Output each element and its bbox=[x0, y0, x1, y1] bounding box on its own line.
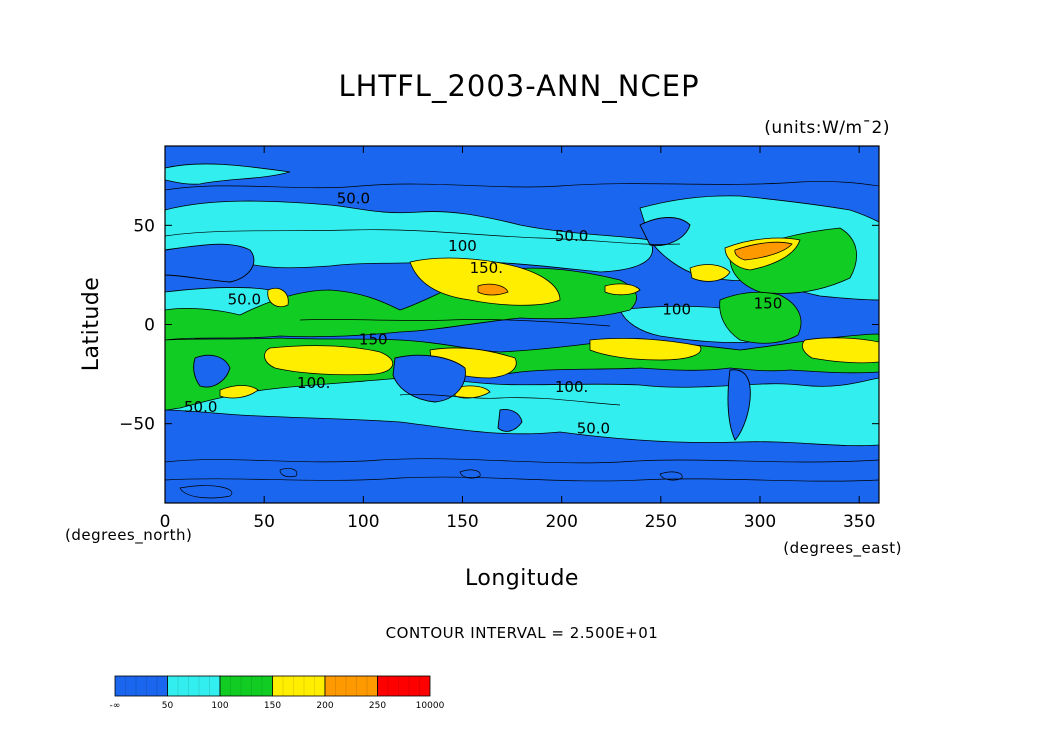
contour-label: 50.0 bbox=[337, 190, 370, 208]
colorbar-label: 10000 bbox=[416, 701, 445, 711]
y-axis-label: Latitude bbox=[79, 277, 104, 372]
colorbar-swatch bbox=[219, 675, 273, 697]
colorbar-swatch bbox=[324, 675, 378, 697]
colorbar-swatch bbox=[377, 675, 431, 697]
contour-label: 100 bbox=[448, 237, 477, 255]
contour-label: 150. bbox=[470, 259, 503, 277]
colorbar-label: 250 bbox=[369, 701, 386, 711]
contour-labels: 50.0 50.0 100 150. 50.0 100 150 150 100. 50.0 100.… bbox=[184, 190, 782, 438]
contour-label: 50.0 bbox=[577, 420, 610, 438]
contour-label: 100. bbox=[297, 374, 330, 392]
colorbar: -∞ 50 100 150 200 250 10000 bbox=[110, 675, 445, 711]
x-tick-label: 100 bbox=[347, 512, 379, 532]
contour-label: 50.0 bbox=[184, 398, 217, 416]
colorbar-label: -∞ bbox=[110, 701, 121, 711]
x-tick-label: 250 bbox=[645, 512, 677, 532]
y-tick-label: 0 bbox=[144, 316, 155, 336]
units-label: (units:W/m¯2) bbox=[764, 118, 890, 138]
x-tick-label: 150 bbox=[446, 512, 478, 532]
x-tick-label: 0 bbox=[160, 512, 171, 532]
y-axis: 50 0 −50 bbox=[119, 216, 879, 435]
y-tick-label: 50 bbox=[133, 216, 155, 236]
contour-label: 100. bbox=[555, 378, 588, 396]
colorbar-label: 50 bbox=[162, 701, 174, 711]
colorbar-label: 200 bbox=[316, 701, 333, 711]
band-200-250 bbox=[477, 241, 793, 296]
contour-lines bbox=[165, 181, 879, 499]
colorbar-swatch bbox=[114, 675, 168, 697]
x-tick-label: 350 bbox=[843, 512, 875, 532]
contour-interval-label: CONTOUR INTERVAL = 2.500E+01 bbox=[386, 624, 659, 642]
x-axis-label: Longitude bbox=[465, 566, 579, 591]
low-flux-regions bbox=[165, 217, 751, 441]
contour-label: 150 bbox=[359, 330, 388, 348]
contour-label: 150 bbox=[754, 295, 783, 313]
colorbar-swatch bbox=[167, 675, 221, 697]
contour-label: 50.0 bbox=[555, 227, 588, 245]
y-units-label: (degrees_north) bbox=[65, 526, 192, 545]
colorbar-swatch bbox=[272, 675, 326, 697]
map-field: 50.0 50.0 100 150. 50.0 100 150 150 100. 50.0 100.… bbox=[165, 146, 879, 503]
x-units-label: (degrees_east) bbox=[783, 539, 902, 558]
y-tick-label: −50 bbox=[119, 415, 155, 435]
contour-label: 100 bbox=[662, 301, 691, 319]
colorbar-label: 100 bbox=[211, 701, 228, 711]
x-tick-label: 50 bbox=[253, 512, 275, 532]
chart-title: LHTFL_2003-ANN_NCEP bbox=[338, 69, 699, 103]
contour-label: 50.0 bbox=[228, 291, 261, 309]
x-tick-label: 200 bbox=[545, 512, 577, 532]
band-150-200 bbox=[219, 237, 879, 399]
colorbar-label: 150 bbox=[264, 701, 281, 711]
x-tick-label: 300 bbox=[744, 512, 776, 532]
x-axis: 0 50 100 150 200 250 300 350 bbox=[160, 146, 875, 532]
